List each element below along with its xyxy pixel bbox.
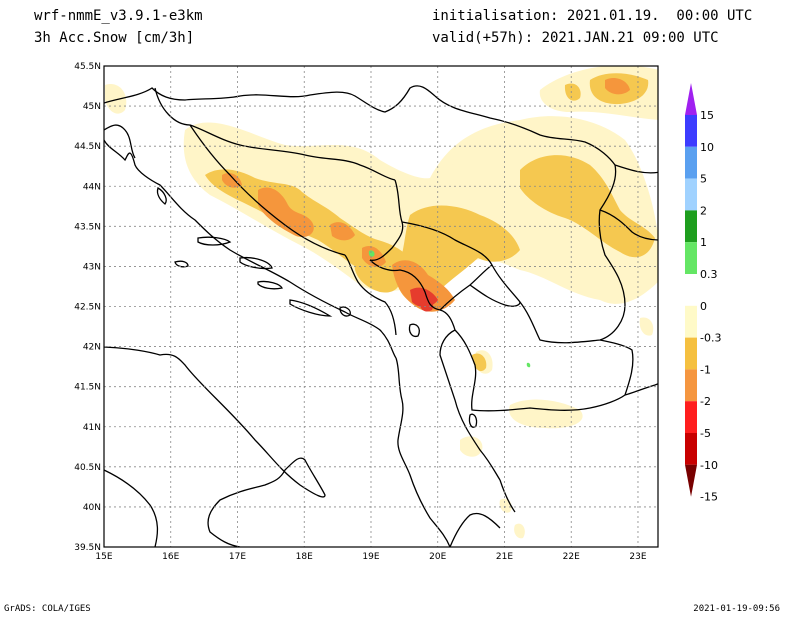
colorbar-swatch bbox=[685, 178, 697, 211]
greece-coastline bbox=[449, 479, 516, 547]
lon-tick-label: 23E bbox=[629, 552, 646, 562]
colorbar-label: -15 bbox=[700, 491, 718, 504]
lake-ohrid bbox=[468, 413, 478, 428]
colorbar-swatch bbox=[685, 433, 697, 465]
border-greece bbox=[624, 383, 658, 396]
albania-coastline bbox=[395, 357, 451, 547]
colorbar: 15 10 5 2 1 0.3 0 -0.3 -1 -2 -5 -10 -15 bbox=[685, 83, 721, 504]
island bbox=[239, 256, 273, 270]
lat-tick-label: 42N bbox=[83, 343, 101, 353]
gridlines bbox=[104, 66, 658, 547]
footer-timestamp: 2021-01-19-09:56 bbox=[693, 604, 780, 614]
lat-tick-label: 43N bbox=[83, 262, 101, 272]
snow-field-layer bbox=[105, 66, 658, 539]
lat-tick-label: 41N bbox=[83, 423, 101, 433]
northern-adriatic-coast bbox=[104, 124, 136, 159]
colorbar-label: 0.3 bbox=[700, 268, 718, 281]
border-bulgaria bbox=[599, 209, 658, 241]
border-north bbox=[104, 85, 436, 113]
lake-shkoder bbox=[408, 323, 420, 338]
danube-romania bbox=[614, 164, 658, 174]
border-montenegro-east bbox=[369, 259, 456, 331]
snow-light-area bbox=[105, 66, 658, 539]
island bbox=[197, 236, 232, 246]
lon-tick-label: 16E bbox=[162, 552, 179, 562]
field-title: 3h Acc.Snow [cm/3h] bbox=[34, 30, 195, 46]
longitude-labels: 15E 16E 17E 18E 19E 20E 21E 22E 23E bbox=[95, 552, 646, 562]
colorbar-label: 15 bbox=[700, 109, 714, 122]
init-time: initialisation: 2021.01.19. 00:00 UTC bbox=[432, 8, 753, 24]
colorbar-swatch bbox=[685, 146, 697, 179]
island bbox=[156, 187, 167, 205]
lat-tick-label: 40N bbox=[83, 503, 101, 513]
kotor-coast bbox=[339, 306, 351, 317]
lat-tick-label: 45.5N bbox=[74, 62, 101, 72]
colorbar-swatch bbox=[685, 337, 697, 370]
positive-spot bbox=[526, 362, 531, 368]
border-montenegro bbox=[344, 254, 397, 336]
colorbar-swatch bbox=[685, 369, 697, 402]
lat-tick-label: 43.5N bbox=[74, 222, 101, 232]
colorbar-label: 5 bbox=[700, 173, 707, 186]
colorbar-swatch bbox=[685, 242, 697, 274]
positive-spot bbox=[368, 250, 375, 257]
colorbar-label: 2 bbox=[700, 204, 707, 217]
lon-tick-label: 15E bbox=[95, 552, 112, 562]
colorbar-swatch bbox=[685, 115, 697, 147]
colorbar-label: 10 bbox=[700, 141, 714, 154]
snow-heavy-area bbox=[222, 78, 630, 312]
lon-tick-label: 21E bbox=[496, 552, 513, 562]
lat-tick-label: 42.5N bbox=[74, 303, 101, 313]
border-romania-serbia bbox=[434, 95, 616, 166]
border-serbia-east bbox=[401, 164, 626, 344]
lon-tick-label: 18E bbox=[296, 552, 313, 562]
lat-tick-label: 44.5N bbox=[74, 142, 101, 152]
colorbar-label: -2 bbox=[700, 395, 711, 408]
border-croatia-bosnia bbox=[154, 87, 396, 181]
lon-tick-label: 22E bbox=[563, 552, 580, 562]
model-title: wrf-nmmE_v3.9.1-e3km bbox=[34, 8, 203, 24]
border-bosnia-east bbox=[369, 179, 404, 261]
lat-tick-label: 44N bbox=[83, 182, 101, 192]
latitude-labels: 45.5N 45N 44.5N 44N 43.5N 43N 42.5N 42N 41.5N 41N… bbox=[74, 62, 101, 553]
lat-tick-label: 45N bbox=[83, 102, 101, 112]
border-kosovo bbox=[439, 264, 521, 311]
italy-gulf-coast bbox=[104, 469, 159, 547]
colorbar-label: -10 bbox=[700, 459, 718, 472]
italy-coastline bbox=[104, 346, 326, 547]
island bbox=[257, 280, 283, 290]
border-bosnia-west bbox=[189, 124, 346, 256]
colorbar-swatch bbox=[685, 305, 697, 338]
lon-tick-label: 17E bbox=[229, 552, 246, 562]
colorbar-top-arrow bbox=[685, 83, 697, 115]
valid-time: valid(+57h): 2021.JAN.21 09:00 UTC bbox=[432, 30, 719, 46]
lat-tick-label: 40.5N bbox=[74, 463, 101, 473]
island bbox=[174, 260, 189, 268]
lon-tick-label: 19E bbox=[362, 552, 379, 562]
colorbar-swatch bbox=[685, 274, 697, 306]
colorbar-label: 0 bbox=[700, 300, 707, 313]
footer-credit: GrADS: COLA/IGES bbox=[4, 604, 91, 614]
colorbar-swatch bbox=[685, 401, 697, 433]
lat-tick-label: 39.5N bbox=[74, 543, 101, 553]
island bbox=[289, 299, 333, 317]
border-albania bbox=[439, 329, 501, 481]
colorbar-label: 1 bbox=[700, 236, 707, 249]
colorbar-label: -0.3 bbox=[700, 332, 721, 345]
lon-tick-label: 20E bbox=[429, 552, 446, 562]
colorbar-bottom-arrow bbox=[685, 464, 697, 497]
snow-very-heavy-area bbox=[410, 287, 438, 312]
border-north-macedonia bbox=[454, 329, 634, 412]
colorbar-swatch bbox=[685, 210, 697, 243]
lat-tick-label: 41.5N bbox=[74, 383, 101, 393]
coastline-layer bbox=[104, 85, 658, 547]
map-frame bbox=[103, 65, 659, 548]
colorbar-label: -1 bbox=[700, 363, 711, 376]
colorbar-label: -5 bbox=[700, 427, 711, 440]
